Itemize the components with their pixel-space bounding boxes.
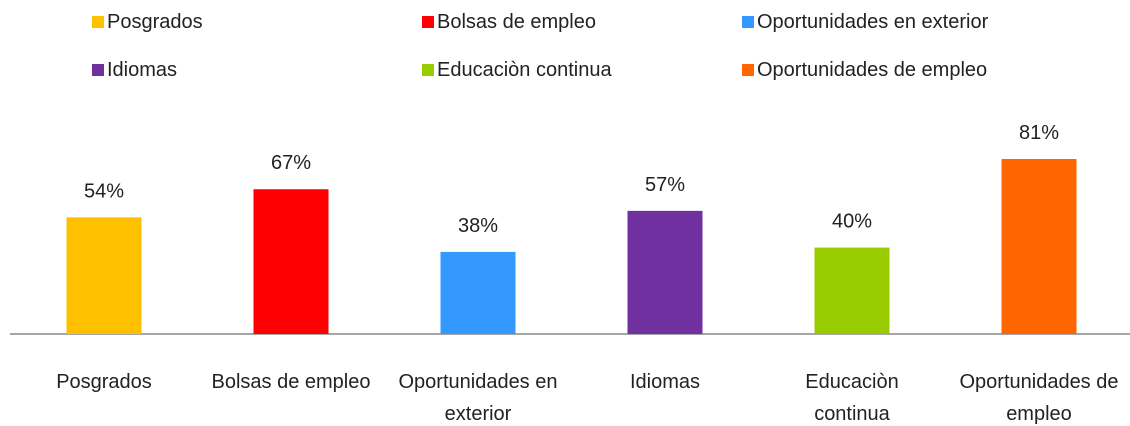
data-label: 81% (1019, 122, 1059, 144)
bar (814, 247, 890, 334)
data-label: 40% (832, 211, 872, 233)
legend-label: Idiomas (107, 59, 178, 81)
bar (253, 189, 329, 334)
legend-swatch (92, 64, 104, 76)
data-label: 57% (645, 174, 685, 196)
legend-label: Oportunidades en exterior (757, 11, 989, 33)
data-label: 67% (271, 152, 311, 174)
x-tick-label: Oportunidades de empleo (959, 371, 1119, 425)
x-tick-label: Posgrados (56, 371, 152, 393)
x-tick-label: Educaciòn continua (805, 371, 899, 425)
bar (440, 251, 516, 334)
legend-swatch (422, 16, 434, 28)
bar (627, 210, 703, 334)
data-label: 38% (458, 215, 498, 237)
x-tick-label: Oportunidades en exterior (398, 371, 558, 425)
legend-label: Oportunidades de empleo (757, 59, 988, 81)
bar (1001, 159, 1077, 334)
legend-label: Bolsas de empleo (437, 11, 596, 33)
legend-swatch (742, 64, 754, 76)
legend-swatch (742, 16, 754, 28)
legend-swatch (422, 64, 434, 76)
legend-label: Posgrados (107, 11, 203, 33)
bar (66, 217, 142, 334)
x-tick-label: Bolsas de empleo (211, 371, 371, 393)
data-label: 54% (84, 180, 124, 202)
legend-swatch (92, 16, 104, 28)
legend-label: Educaciòn continua (437, 59, 612, 81)
x-tick-label: Idiomas (629, 371, 701, 393)
